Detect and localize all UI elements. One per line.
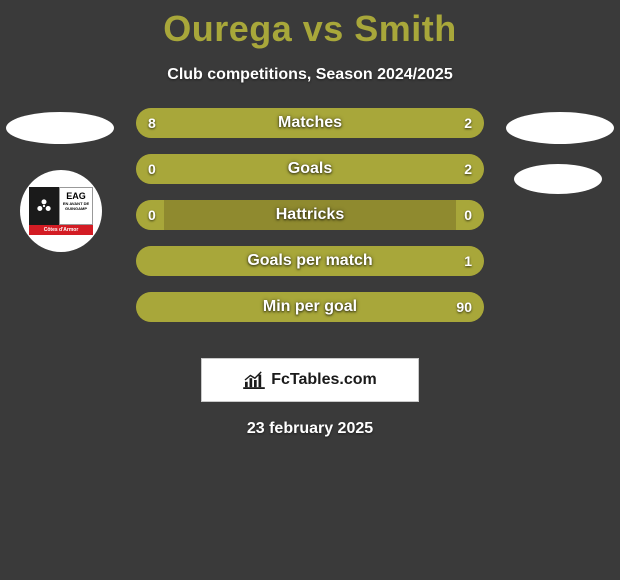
club-left-badge: EAG EN AVANT DE GUINGAMP Côtes d'Armor [20, 170, 102, 252]
bar-row: Goals per match1 [136, 246, 484, 276]
badge-text-panel: EAG EN AVANT DE GUINGAMP [59, 187, 93, 225]
bar-label: Matches [136, 108, 484, 138]
comparison-chart: EAG EN AVANT DE GUINGAMP Côtes d'Armor M… [0, 120, 620, 350]
bar-value-left: 0 [148, 154, 156, 184]
player-left-oval [6, 112, 114, 144]
bar-row: Min per goal90 [136, 292, 484, 322]
bar-value-right: 1 [464, 246, 472, 276]
brand-text: FcTables.com [271, 371, 377, 389]
page-subtitle: Club competitions, Season 2024/2025 [0, 66, 620, 84]
player-right-oval [506, 112, 614, 144]
badge-triskel-panel [29, 187, 59, 225]
badge-line-2: EN AVANT DE GUINGAMP [60, 202, 92, 212]
page-title: Ourega vs Smith [0, 0, 620, 50]
bar-value-left: 8 [148, 108, 156, 138]
bar-label: Hattricks [136, 200, 484, 230]
bar-row: Goals0 2 [136, 154, 484, 184]
bar-row: Hattricks0 0 [136, 200, 484, 230]
bar-label: Goals [136, 154, 484, 184]
brand-box[interactable]: FcTables.com [201, 358, 419, 402]
triskel-icon [34, 196, 54, 216]
chart-icon [243, 371, 265, 389]
badge-strip: Côtes d'Armor [29, 225, 93, 235]
bar-value-right: 0 [464, 200, 472, 230]
bar-label: Goals per match [136, 246, 484, 276]
bar-row: Matches8 2 [136, 108, 484, 138]
club-badge-inner: EAG EN AVANT DE GUINGAMP Côtes d'Armor [29, 187, 93, 235]
bar-value-right: 90 [456, 292, 472, 322]
bar-value-left: 0 [148, 200, 156, 230]
bar-label: Min per goal [136, 292, 484, 322]
date-label: 23 february 2025 [0, 420, 620, 438]
bar-value-right: 2 [464, 108, 472, 138]
bar-value-right: 2 [464, 154, 472, 184]
bars-container: Matches82Goals02Hattricks00Goals per mat… [136, 108, 484, 338]
club-right-oval [514, 164, 602, 194]
